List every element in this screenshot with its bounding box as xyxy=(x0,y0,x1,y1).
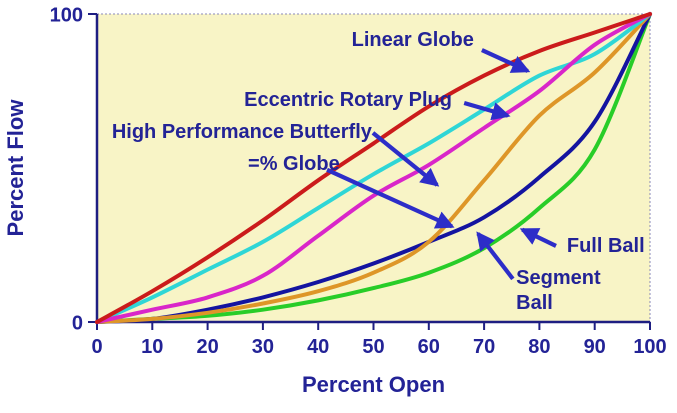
series-line-eccentric-rotary-plug xyxy=(95,12,652,324)
annotation-label-equal-percent-globe: =% Globe xyxy=(248,153,340,175)
annotation-arrow-eccentric-rotary-plug xyxy=(463,100,511,121)
y-tick-label: 0 xyxy=(72,313,83,335)
series-line-segment-ball xyxy=(95,12,652,324)
series-line-full-ball xyxy=(95,12,652,324)
annotation-label-line: Linear Globe xyxy=(352,29,474,51)
annotation-label-high-performance-butterfly: High Performance Butterfly xyxy=(112,121,373,143)
annotation-label-line: Eccentric Rotary Plug xyxy=(244,89,452,111)
y-axis-title: Percent Flow xyxy=(3,99,28,237)
series-line-linear-globe xyxy=(95,12,652,324)
annotation-label-eccentric-rotary-plug: Eccentric Rotary Plug xyxy=(244,89,452,111)
annotation-label-full-ball: Full Ball xyxy=(567,235,645,257)
annotation-label-linear-globe: Linear Globe xyxy=(352,29,474,51)
x-tick-label: 90 xyxy=(584,336,606,358)
annotation-arrow-full-ball xyxy=(519,227,557,248)
x-tick-label: 50 xyxy=(362,336,384,358)
annotation-label-line: Segment xyxy=(516,267,601,289)
annotations: Linear Globe Eccentric Rotary Plug High Pe… xyxy=(112,29,645,314)
x-tick-label: 10 xyxy=(141,336,163,358)
series-line-high-performance-butterfly xyxy=(95,12,652,324)
x-tick-label: 100 xyxy=(633,336,666,358)
annotation-label-segment-ball: Segment Ball xyxy=(516,267,601,314)
x-axis-title: Percent Open xyxy=(302,372,445,397)
series-curves xyxy=(95,12,652,324)
series-line-equal-percent-globe xyxy=(95,12,652,324)
x-tick-label: 70 xyxy=(473,336,495,358)
annotation-label-line: =% Globe xyxy=(248,153,340,175)
annotation-arrow-segment-ball xyxy=(476,231,515,281)
annotation-label-line: Full Ball xyxy=(567,235,645,257)
y-axis-ticks: 0 100 xyxy=(50,5,97,335)
x-tick-label: 30 xyxy=(252,336,274,358)
annotation-label-line: High Performance Butterfly xyxy=(112,121,373,143)
annotation-arrow-linear-globe xyxy=(481,48,531,73)
x-axis-ticks: 0 10 20 30 40 50 60 70 80 90 100 xyxy=(91,322,667,358)
x-tick-label: 0 xyxy=(91,336,102,358)
x-tick-label: 80 xyxy=(528,336,550,358)
x-tick-label: 20 xyxy=(196,336,218,358)
annotation-arrow-equal-percent-globe xyxy=(326,167,455,229)
y-tick-label: 100 xyxy=(50,5,83,27)
x-tick-label: 60 xyxy=(418,336,440,358)
x-tick-label: 40 xyxy=(307,336,329,358)
annotation-arrow-high-performance-butterfly xyxy=(371,131,440,187)
annotation-label-line: Ball xyxy=(516,292,553,314)
